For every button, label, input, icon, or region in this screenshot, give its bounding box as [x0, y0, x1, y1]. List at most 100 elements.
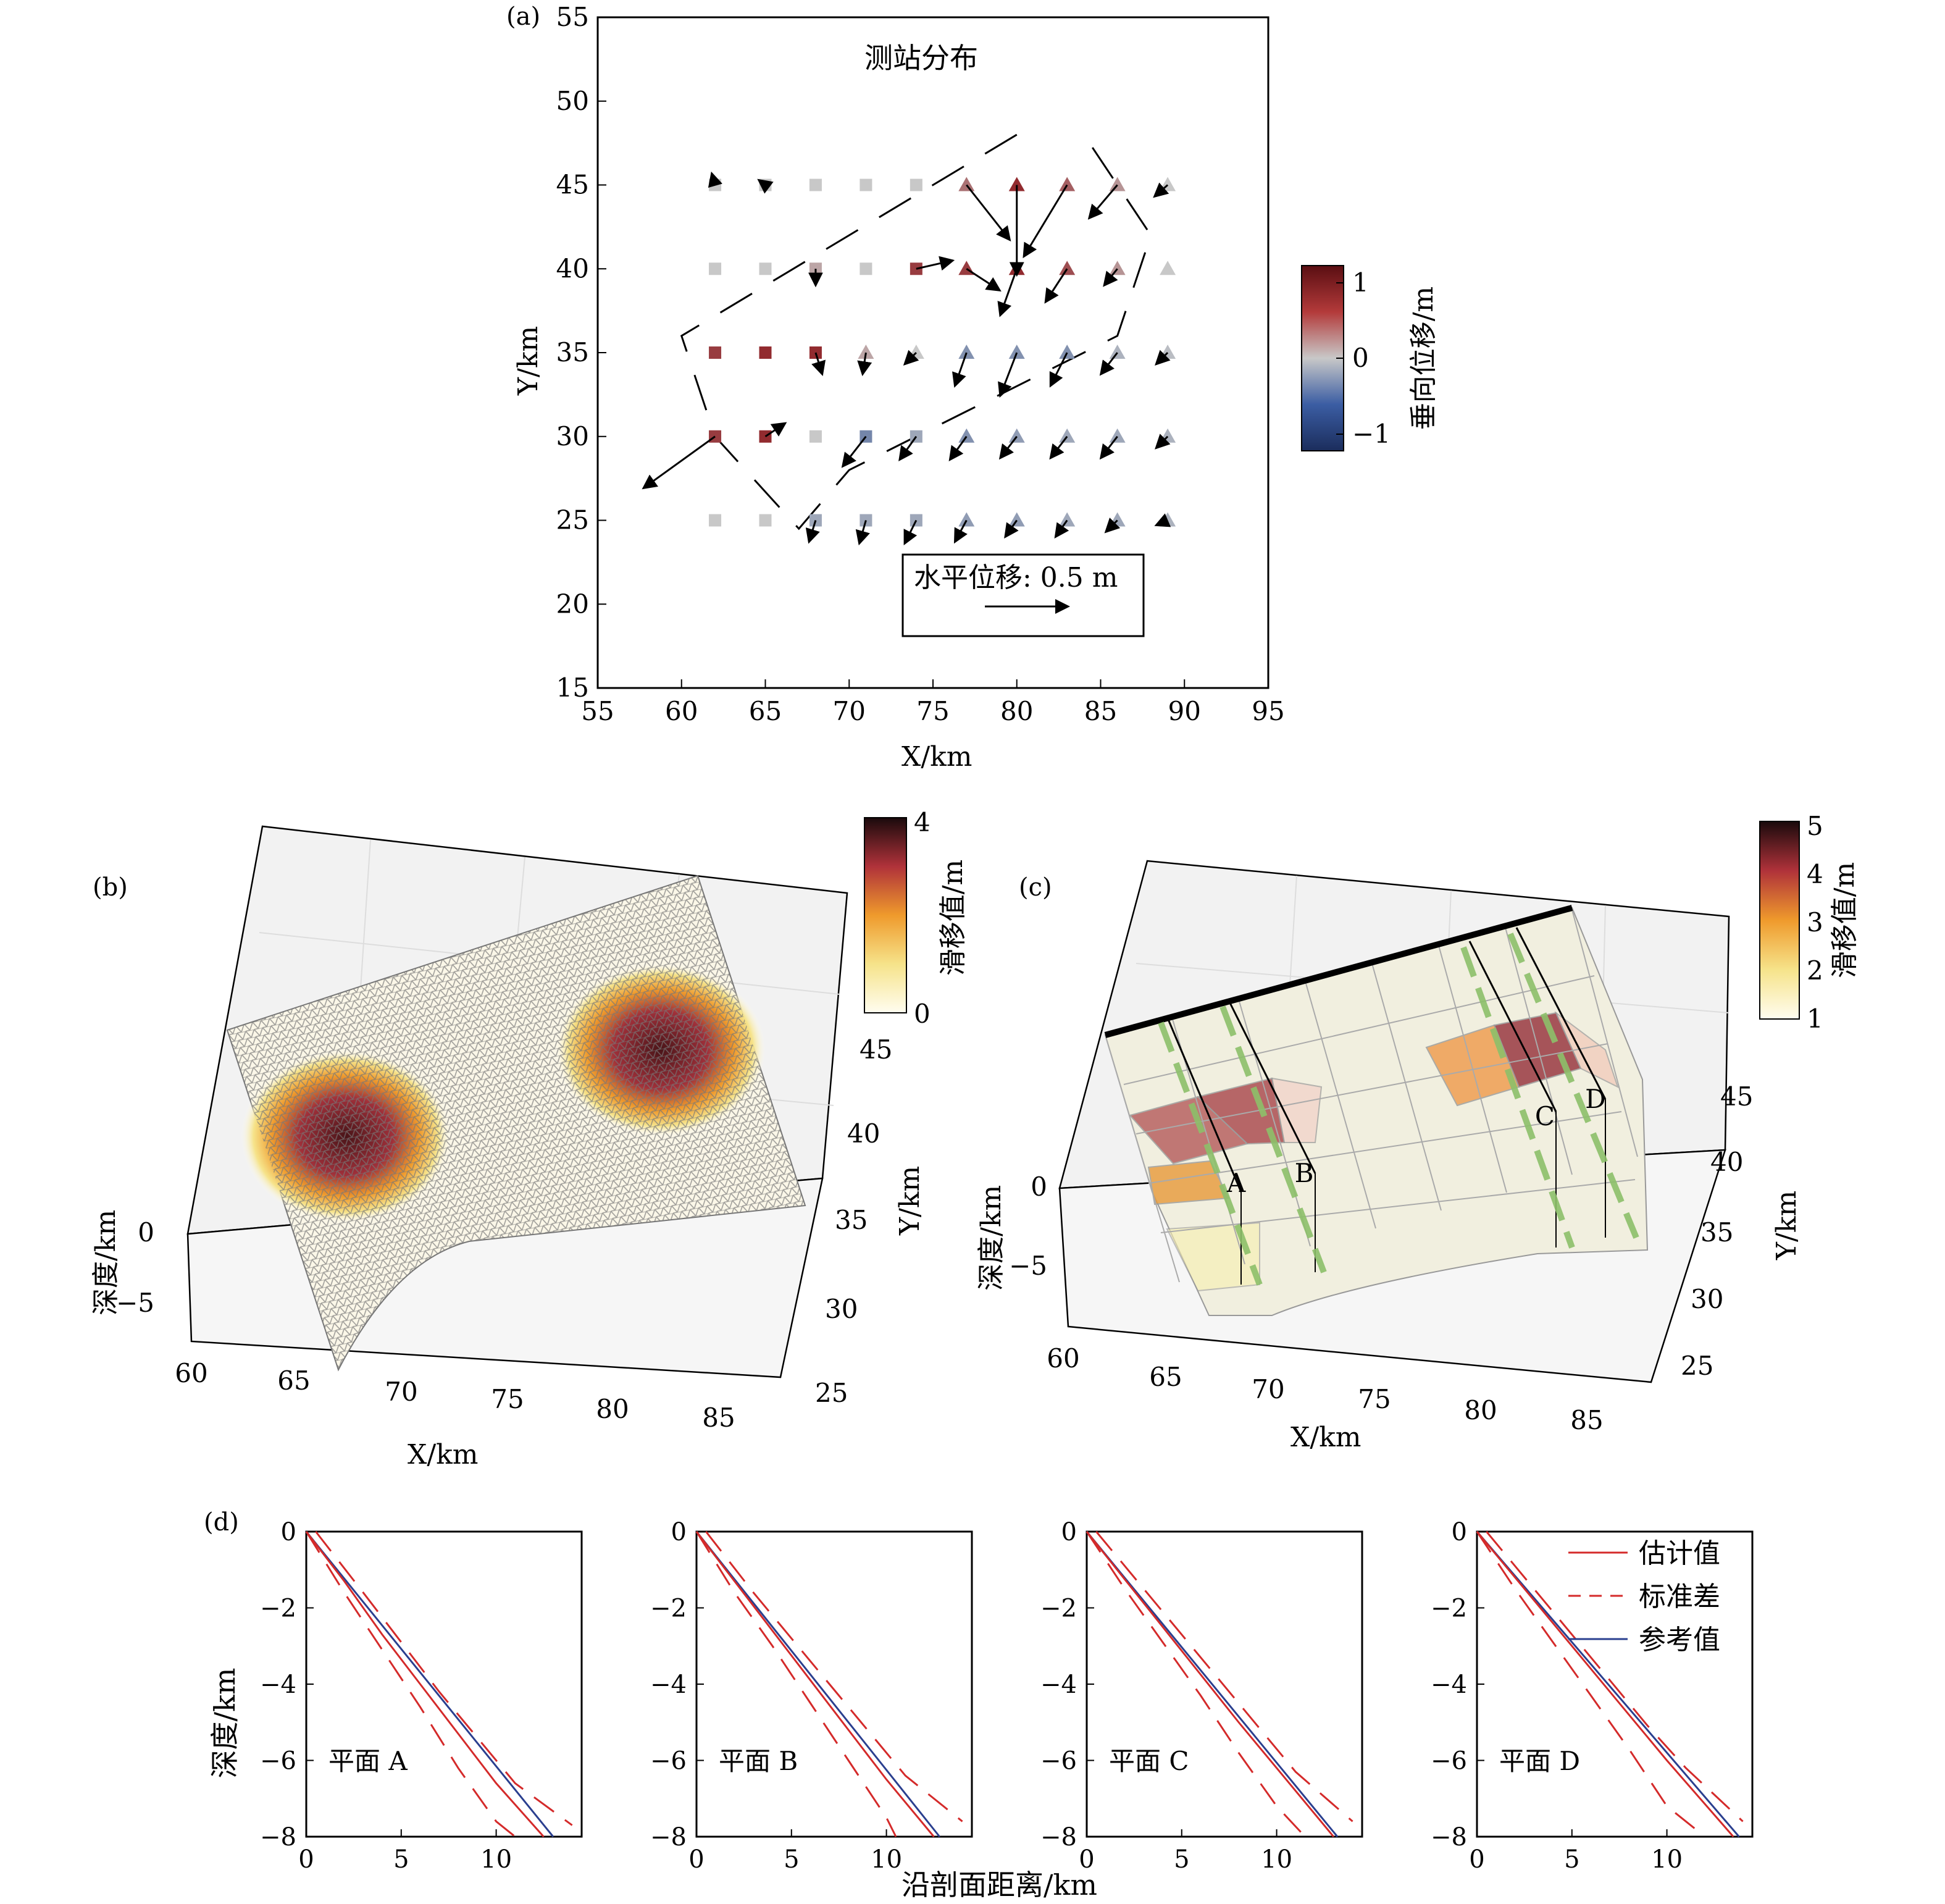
plot-label: 平面 B — [719, 1746, 798, 1776]
colorbar-tick-label: 0 — [914, 999, 931, 1029]
y-tick-label: −6 — [650, 1747, 687, 1776]
station-triangle — [1008, 512, 1025, 527]
plane-label: A — [1226, 1168, 1246, 1198]
x-tick-label: 70 — [385, 1377, 417, 1407]
x-tick-label: 85 — [1084, 696, 1117, 726]
station-triangle — [1059, 261, 1076, 275]
displacement-arrow — [1099, 352, 1118, 376]
y-tick-label: −4 — [1431, 1671, 1467, 1699]
std-upper-line — [1486, 1531, 1744, 1822]
z-tick-label: 0 — [1031, 1172, 1047, 1202]
estimate-line — [695, 1531, 935, 1837]
displacement-arrow — [903, 519, 918, 545]
y-tick-label: 45 — [1720, 1081, 1753, 1112]
colorbar-tick-label: 0 — [1352, 343, 1369, 373]
y-tick-label: 15 — [556, 673, 589, 703]
panel-d-ylabel: 深度/km — [208, 1668, 241, 1779]
x-tick-label: 10 — [871, 1845, 902, 1874]
plane-trace — [1460, 946, 1575, 1249]
panel-a-ticks: 55 60 65 70 75 80 85 90 95 15 20 25 30 35 40 45 50 55 — [556, 2, 1285, 726]
scale-box — [901, 553, 1145, 637]
panel-c-zlabel: 深度/km — [976, 1185, 1007, 1291]
displacement-arrow — [998, 435, 1018, 460]
x-tick-label: 80 — [596, 1394, 629, 1424]
displacement-arrow — [966, 267, 1002, 291]
mesh-line — [1571, 909, 1638, 1157]
mesh-line — [1123, 975, 1595, 1085]
displacement-arrow — [811, 352, 826, 376]
mesh-line — [1238, 999, 1311, 1247]
fault-mesh-lines — [227, 876, 805, 1370]
station-triangle — [858, 345, 874, 359]
y-tick-label: 50 — [556, 86, 589, 116]
mesh-line — [1305, 981, 1376, 1229]
fault-mesh-c-cells — [1105, 909, 1638, 1292]
displacement-arrow — [1054, 519, 1069, 539]
x-tick-label: 75 — [916, 696, 949, 726]
displacement-arrow — [1104, 518, 1121, 534]
plot-frame — [695, 1530, 973, 1838]
y-tick-label: 25 — [1681, 1351, 1713, 1381]
x-tick-label: 85 — [1570, 1405, 1603, 1435]
displacement-arrow — [857, 352, 872, 377]
displacement-arrow — [1087, 184, 1118, 220]
y-tick-label: −6 — [1040, 1747, 1077, 1776]
reference-line — [305, 1531, 554, 1837]
panel-b-zlabel: 深度/km — [90, 1210, 122, 1315]
reference-line — [695, 1531, 940, 1837]
station-square — [860, 178, 872, 191]
displacement-arrow — [997, 268, 1018, 317]
station-triangle — [958, 512, 975, 527]
station-triangle — [1059, 345, 1076, 359]
y-tick-label: 35 — [556, 337, 589, 367]
panel-b-ylabel: Y/km — [894, 1166, 926, 1236]
x-tick-label: 55 — [581, 696, 614, 726]
station-triangle — [1160, 261, 1176, 275]
y-tick-label: −2 — [260, 1595, 296, 1623]
station-square — [809, 178, 822, 191]
y-tick-label: −6 — [1431, 1747, 1467, 1776]
std-lower-line — [1476, 1531, 1706, 1838]
y-tick-label: −8 — [1431, 1823, 1467, 1852]
x-tick-label: 0 — [298, 1845, 314, 1874]
plane-edge — [1468, 941, 1557, 1112]
panel-c-tag: (c) — [1019, 873, 1052, 902]
station-triangle — [1109, 428, 1126, 443]
panel-d: (d) 0 5 10 0 −2 −4 −6 −8 平面 A 0 5 10 0 −2 −4 −6 −8 平面 B 0 5… — [204, 1508, 1754, 1902]
station-square — [809, 430, 822, 443]
station-square — [759, 262, 772, 275]
displacement-arrow — [764, 422, 787, 437]
station-square — [709, 514, 722, 527]
displacement-arrow — [757, 178, 774, 194]
scale-label: 水平位移: 0.5 m — [914, 562, 1118, 593]
plane-label: C — [1535, 1101, 1555, 1131]
y-tick-label: 55 — [556, 2, 589, 32]
mesh-line — [1148, 1111, 1622, 1184]
panel-b-xlabel: X/km — [408, 1439, 479, 1470]
displacement-arrow — [998, 352, 1018, 398]
x-tick-label: 10 — [1261, 1845, 1292, 1874]
colorbar-slip-b-label: 滑移值/m — [937, 860, 969, 976]
panel-a-tag: (a) — [506, 2, 540, 31]
displacement-arrow — [898, 435, 918, 461]
reference-line — [1476, 1531, 1740, 1837]
y-tick-label: 30 — [556, 421, 589, 451]
legend-label: 估计值 — [1639, 1538, 1720, 1569]
panel-a-xlabel: X/km — [901, 741, 972, 773]
x-tick-label: 60 — [175, 1358, 207, 1388]
colorbar-vertical-ticks: 1 0 −1 — [1336, 267, 1391, 449]
displacement-arrow — [903, 350, 919, 366]
y-tick-label: 40 — [556, 253, 589, 283]
y-tick-label: 35 — [835, 1205, 868, 1235]
station-triangle — [1008, 428, 1025, 443]
station-triangle — [1059, 177, 1076, 191]
plane-trace — [1507, 933, 1639, 1239]
colorbar-slip-b — [864, 817, 907, 1013]
displacement-arrow — [1155, 350, 1171, 366]
colorbar-vertical-label: 垂向位移/m — [1408, 287, 1439, 430]
x-tick-label: 0 — [1469, 1845, 1484, 1874]
x-tick-label: 70 — [1252, 1374, 1284, 1404]
colorbar-tick-label: 3 — [1807, 907, 1823, 937]
legend-label: 标准差 — [1639, 1581, 1720, 1613]
displacement-arrow — [966, 184, 1011, 241]
